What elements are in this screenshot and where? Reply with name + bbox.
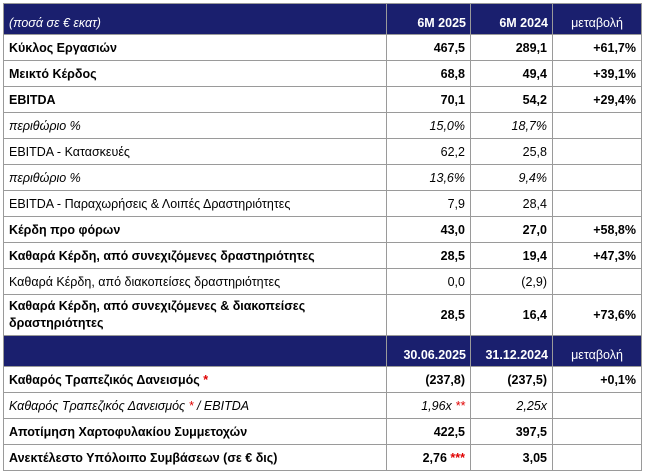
row-change: +0,1% [552,366,642,393]
row-value-2025: 467,5 [386,34,471,61]
row-value-2024: (237,5) [470,366,553,393]
row-change: +58,8% [552,216,642,243]
row-change: +29,4% [552,86,642,113]
table-row-portfolio-valuation: Αποτίμηση Χαρτοφυλακίου Συμμετοχών 422,5… [3,418,642,445]
header-col-change: μεταβολή [552,3,642,35]
row-label: EBITDA - Κατασκευές [3,138,387,165]
row-value-2025: 2,76 *** [386,444,471,471]
row-value-2024: 289,1 [470,34,553,61]
row-label: Αποτίμηση Χαρτοφυλακίου Συμμετοχών [3,418,387,445]
row-value-2024: 3,05 [470,444,553,471]
row-value-2025: 68,8 [386,60,471,87]
table-row-net-total: Καθαρά Κέρδη, από συνεχιζόμενες & διακοπ… [3,294,642,336]
row-value-2024: 28,4 [470,190,553,217]
row-label: Καθαρά Κέρδη, από συνεχιζόμενες δραστηρι… [3,242,387,269]
row-value-2025: 422,5 [386,418,471,445]
row-value-2025: 7,9 [386,190,471,217]
row-value-2024: 397,5 [470,418,553,445]
table-row-debt-to-ebitda: Καθαρός Τραπεζικός Δανεισμός * / EBITDA … [3,392,642,419]
row-value-2024: 25,8 [470,138,553,165]
table-row-margin: περιθώριο % 15,0% 18,7% [3,112,642,139]
table-row-margin: περιθώριο % 13,6% 9,4% [3,164,642,191]
row-value-2025: 0,0 [386,268,471,295]
row-value-2025: 15,0% [386,112,471,139]
table-row-net-bank-debt: Καθαρός Τραπεζικός Δανεισμός * (237,8) (… [3,366,642,393]
value-text: 2,76 [422,450,447,465]
footnote-marker: *** [450,450,465,465]
table-row-net-continuing: Καθαρά Κέρδη, από συνεχιζόμενες δραστηρι… [3,242,642,269]
row-value-2024: 9,4% [470,164,553,191]
row-label: EBITDA - Παραχωρήσεις & Λοιπές Δραστηριό… [3,190,387,217]
row-change: +39,1% [552,60,642,87]
row-change [552,138,642,165]
row-label-text: Ανεκτέλεστο Υπόλοιπο Συμβάσεων (σε € δις… [9,450,278,465]
row-label: Καθαρά Κέρδη, από διακοπείσες δραστηριότ… [3,268,387,295]
row-change [552,444,642,471]
row-label: EBITDA [3,86,387,113]
row-change [552,418,642,445]
header-col-31-12-2024: 31.12.2024 [470,335,553,367]
header-col-6m2025: 6M 2025 [386,3,471,35]
row-value-2024: 49,4 [470,60,553,87]
table-row-ebitda-construction: EBITDA - Κατασκευές 62,2 25,8 [3,138,642,165]
row-label: περιθώριο % [3,112,387,139]
table-row-ebt: Κέρδη προ φόρων 43,0 27,0 +58,8% [3,216,642,243]
row-label: Κέρδη προ φόρων [3,216,387,243]
row-value-2024: 16,4 [470,294,553,336]
header-col-change: μεταβολή [552,335,642,367]
row-label: Καθαρός Τραπεζικός Δανεισμός * [3,366,387,393]
table-row-ebitda-concessions: EBITDA - Παραχωρήσεις & Λοιπές Δραστηριό… [3,190,642,217]
table-header-period: (ποσά σε € εκατ) 6M 2025 6M 2024 μεταβολ… [3,3,642,35]
row-value-2025: 62,2 [386,138,471,165]
value-text: (237,8) [425,372,465,387]
row-value-2024: (2,9) [470,268,553,295]
row-change [552,268,642,295]
row-label-text: Καθαρός Τραπεζικός Δανεισμός [9,372,200,387]
row-label: Ανεκτέλεστο Υπόλοιπο Συμβάσεων (σε € δις… [3,444,387,471]
row-change [552,164,642,191]
row-value-2025: 28,5 [386,294,471,336]
footnote-marker: * [188,398,194,413]
table-row-revenue: Κύκλος Εργασιών 467,5 289,1 +61,7% [3,34,642,61]
row-value-2025: 13,6% [386,164,471,191]
row-label: Κύκλος Εργασιών [3,34,387,61]
row-value-2025: 43,0 [386,216,471,243]
table-row-backlog: Ανεκτέλεστο Υπόλοιπο Συμβάσεων (σε € δις… [3,444,642,471]
row-label-suffix: / EBITDA [193,398,250,413]
table-row-net-discontinued: Καθαρά Κέρδη, από διακοπείσες δραστηριότ… [3,268,642,295]
row-label-text: Καθαρός Τραπεζικός Δανεισμός [9,398,186,413]
footnote-marker: ** [455,398,465,413]
row-label-text: Αποτίμηση Χαρτοφυλακίου Συμμετοχών [9,424,248,439]
header-blank-label [3,335,387,367]
row-label: Μεικτό Κέρδος [3,60,387,87]
table-row-ebitda: EBITDA 70,1 54,2 +29,4% [3,86,642,113]
row-value-2024: 27,0 [470,216,553,243]
row-value-2025: 70,1 [386,86,471,113]
header-col-30-06-2025: 30.06.2025 [386,335,471,367]
table-row-gross-profit: Μεικτό Κέρδος 68,8 49,4 +39,1% [3,60,642,87]
row-value-2025: (237,8) [386,366,471,393]
row-change [552,392,642,419]
row-change [552,112,642,139]
value-text: 422,5 [433,424,465,439]
row-value-2024: 19,4 [470,242,553,269]
row-change: +47,3% [552,242,642,269]
row-change: +61,7% [552,34,642,61]
row-change: +73,6% [552,294,642,336]
row-label: περιθώριο % [3,164,387,191]
header-col-6m2024: 6M 2024 [470,3,553,35]
row-value-2024: 18,7% [470,112,553,139]
value-text: 1,96x [421,398,452,413]
footnote-marker: * [203,372,209,387]
row-label: Καθαρός Τραπεζικός Δανεισμός * / EBITDA [3,392,387,419]
row-value-2024: 2,25x [470,392,553,419]
row-change [552,190,642,217]
row-label: Καθαρά Κέρδη, από συνεχιζόμενες & διακοπ… [3,294,387,336]
row-value-2024: 54,2 [470,86,553,113]
table-header-dates: 30.06.2025 31.12.2024 μεταβολή [3,335,642,367]
financial-summary-table: (ποσά σε € εκατ) 6M 2025 6M 2024 μεταβολ… [3,3,642,471]
row-value-2025: 28,5 [386,242,471,269]
row-value-2025: 1,96x ** [386,392,471,419]
header-units-label: (ποσά σε € εκατ) [3,3,387,35]
